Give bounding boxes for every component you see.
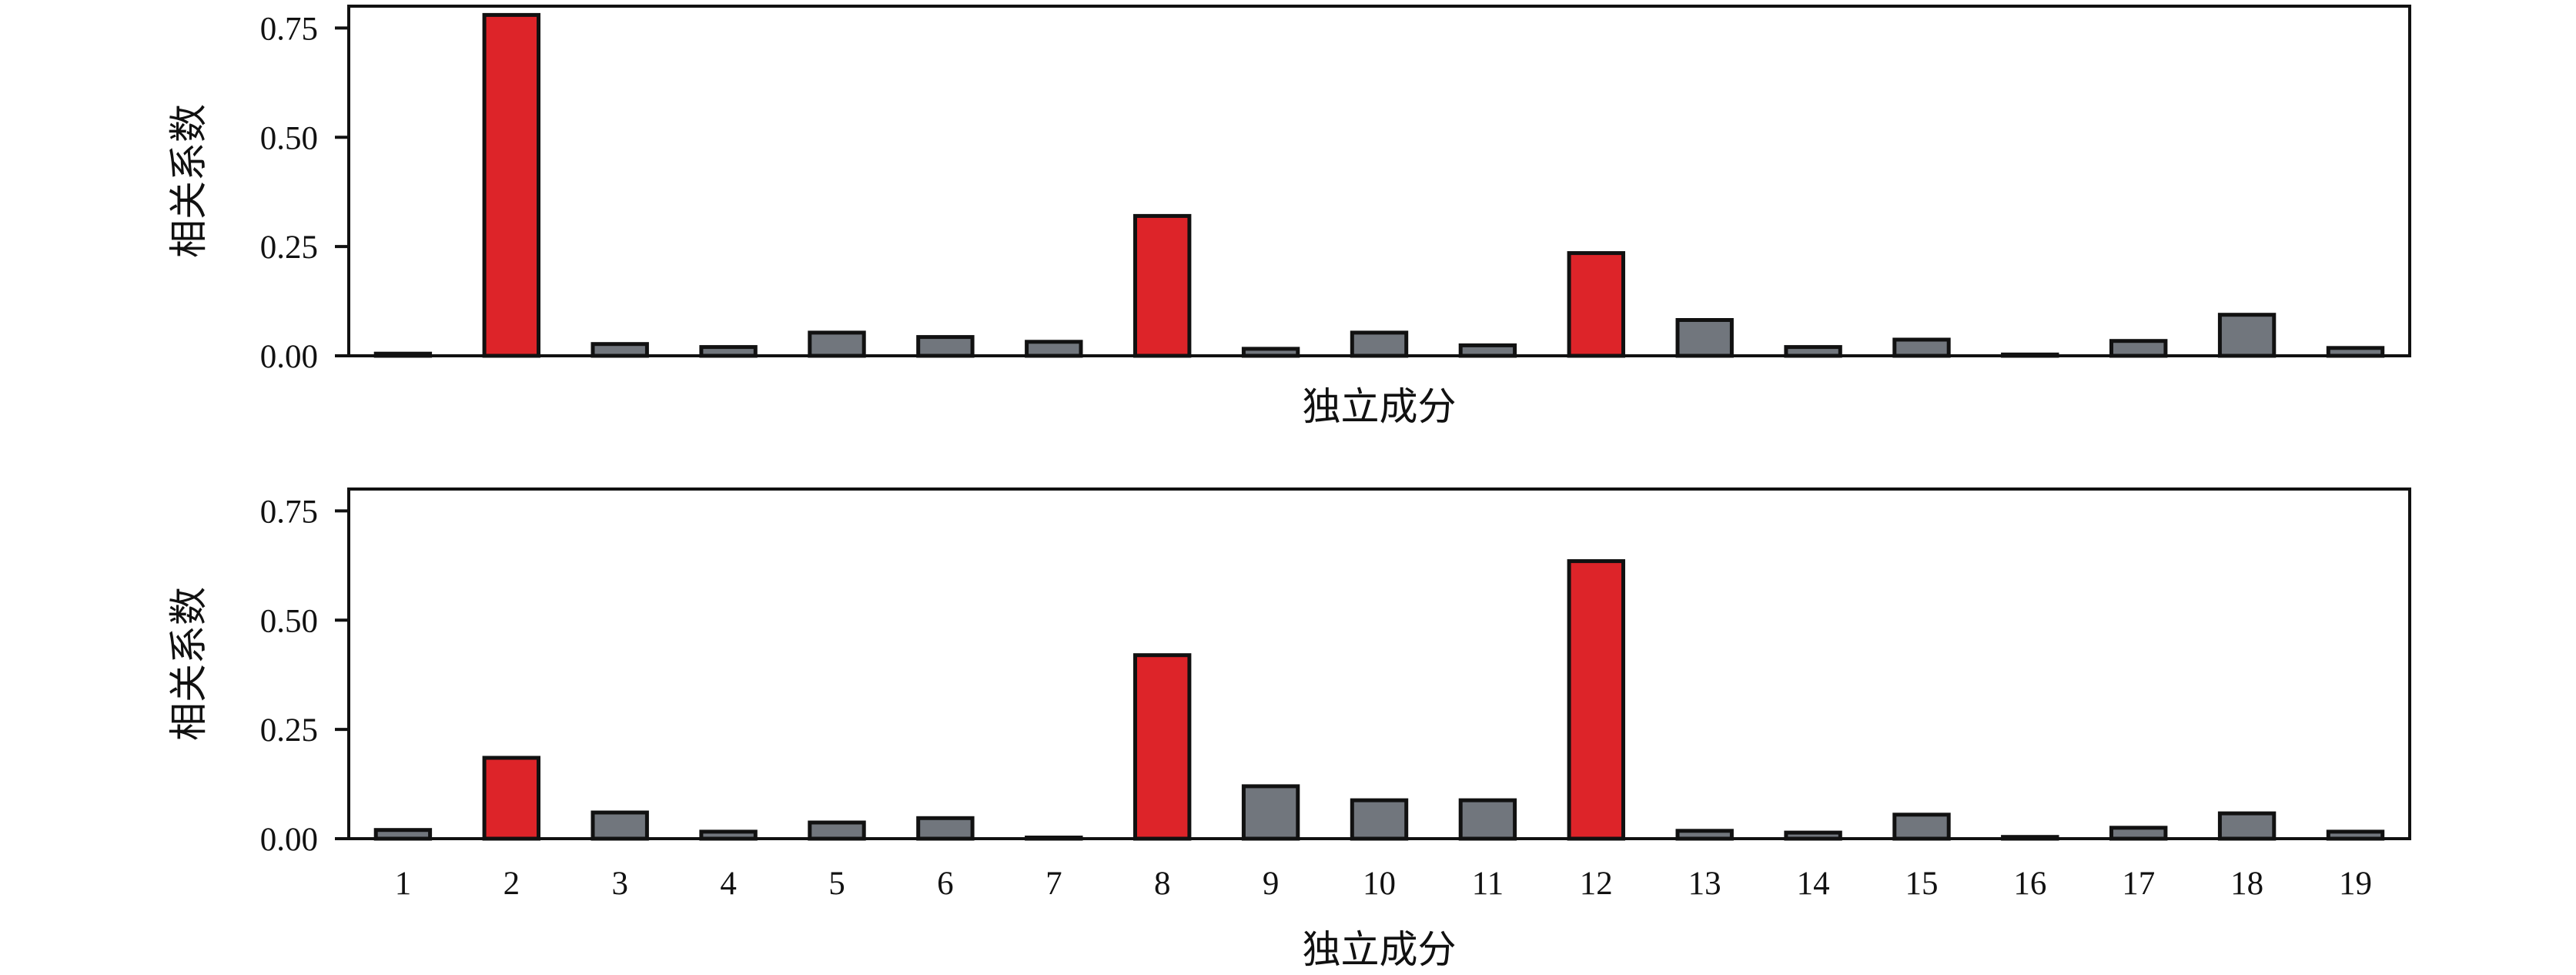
bar-18 <box>2217 811 2277 841</box>
bar-11 <box>1458 343 1517 358</box>
y-tick-label: 0.00 <box>260 822 318 858</box>
x-tick-label-3: 3 <box>611 866 628 902</box>
bar-10 <box>1350 330 1409 358</box>
bar-15 <box>1892 337 1951 358</box>
x-tick-label-7: 7 <box>1045 866 1062 902</box>
bar-2 <box>482 12 540 358</box>
x-tick-label-13: 13 <box>1688 866 1721 902</box>
bar-8 <box>1133 653 1192 841</box>
plot-frame <box>347 5 2411 357</box>
x-tick-label-10: 10 <box>1363 866 1396 902</box>
x-tick-label-4: 4 <box>720 866 737 902</box>
x-tick-label-8: 8 <box>1154 866 1171 902</box>
x-tick-label-9: 9 <box>1263 866 1280 902</box>
y-axis-title: 相关系数 <box>167 104 210 258</box>
bar-13 <box>1675 318 1734 358</box>
bar-6 <box>916 816 975 841</box>
bar-12 <box>1567 251 1625 358</box>
bar-17 <box>2109 826 2168 841</box>
y-tick-label: 0.50 <box>260 120 318 156</box>
bar-5 <box>808 330 866 358</box>
bar-3 <box>590 342 649 358</box>
x-axis-title: 独立成分 <box>1303 385 1457 428</box>
x-tick-label-15: 15 <box>1905 866 1938 902</box>
chart-panel-1: 0.00 0.25 0.50 0.75 独立成分 相关系数 <box>167 5 2411 428</box>
x-tick-label-1: 1 <box>395 866 412 902</box>
y-tick-label: 0.50 <box>260 603 318 639</box>
y-tick-label: 0.25 <box>260 712 318 749</box>
bar-5 <box>808 820 866 841</box>
x-axis-title: 独立成分 <box>1303 928 1457 971</box>
x-tick-label-12: 12 <box>1580 866 1613 902</box>
x-tick-label-6: 6 <box>937 866 954 902</box>
y-axis-title: 相关系数 <box>167 587 210 741</box>
x-tick-label-14: 14 <box>1797 866 1830 902</box>
y-tick-label: 0.75 <box>260 494 318 530</box>
bar-9 <box>1241 784 1300 841</box>
y-tick-label: 0.00 <box>260 339 318 375</box>
bar-18 <box>2217 313 2277 358</box>
plot-frame <box>347 488 2411 840</box>
bar-3 <box>590 810 649 841</box>
bar-15 <box>1892 812 1951 841</box>
x-tick-label-5: 5 <box>828 866 845 902</box>
bar-2 <box>482 756 540 841</box>
x-tick-label-19: 19 <box>2339 866 2372 902</box>
bar-8 <box>1133 213 1192 358</box>
bar-17 <box>2109 339 2168 358</box>
x-tick-label-17: 17 <box>2122 866 2155 902</box>
bar-6 <box>916 335 975 358</box>
x-tick-label-2: 2 <box>503 866 520 902</box>
y-tick-label: 0.25 <box>260 230 318 266</box>
y-tick-label: 0.75 <box>260 11 318 47</box>
bar-11 <box>1458 798 1517 841</box>
chart-panel-2: 0.000.250.500.751 2 3 4 5 6 7 8 9 10 11 12 13 14 15 16 1… <box>167 488 2411 971</box>
x-tick-label-11: 11 <box>1472 866 1504 902</box>
x-tick-label-18: 18 <box>2230 866 2263 902</box>
bar-12 <box>1567 559 1625 841</box>
bar-10 <box>1350 798 1409 841</box>
x-tick-label-16: 16 <box>2013 866 2046 902</box>
bar-7 <box>1025 340 1083 358</box>
